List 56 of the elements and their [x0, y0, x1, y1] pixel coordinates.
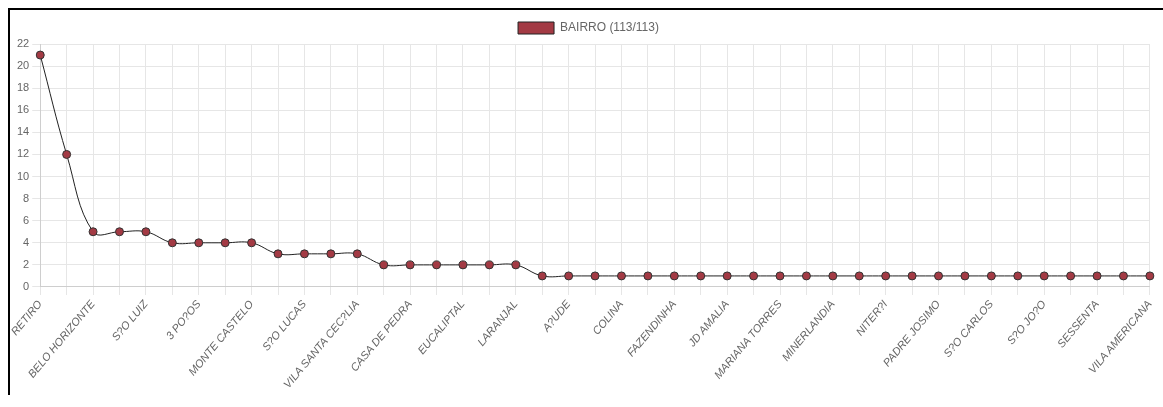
y-tick-label: 16: [16, 103, 30, 116]
y-tick-label: 6: [23, 213, 30, 226]
point: [326, 249, 336, 259]
point: [167, 238, 177, 248]
point: [986, 271, 996, 281]
point: [643, 271, 653, 281]
point: [960, 271, 970, 281]
point: [934, 271, 944, 281]
y-tick-label: 8: [23, 191, 30, 204]
point: [537, 271, 547, 281]
point: [801, 271, 811, 281]
point: [590, 271, 600, 281]
point: [247, 238, 257, 248]
point: [1118, 271, 1128, 281]
point: [458, 260, 468, 270]
point: [696, 271, 706, 281]
y-tick-label: 2: [23, 257, 30, 270]
point: [379, 260, 389, 270]
point: [299, 249, 309, 259]
point: [669, 271, 679, 281]
point: [828, 271, 838, 281]
point: [352, 249, 362, 259]
point: [722, 271, 732, 281]
point: [405, 260, 415, 270]
point: [273, 249, 283, 259]
y-tick-label: 4: [23, 235, 30, 248]
point: [1145, 271, 1155, 281]
point: [881, 271, 891, 281]
point: [62, 149, 72, 159]
point: [1039, 271, 1049, 281]
point: [1092, 271, 1102, 281]
point: [511, 260, 521, 270]
point: [115, 227, 124, 237]
point: [141, 227, 151, 237]
y-tick-label: 22: [16, 37, 30, 50]
point: [616, 271, 626, 281]
point: [854, 271, 864, 281]
point: [1066, 271, 1076, 281]
y-tick-label: 14: [16, 125, 30, 138]
point: [432, 260, 442, 270]
legend-label: BAIRRO (113/113): [560, 20, 659, 35]
point: [775, 271, 785, 281]
y-tick-label: 12: [16, 147, 30, 160]
point: [484, 260, 494, 270]
point: [1013, 271, 1023, 281]
y-tick-label: 20: [16, 59, 30, 72]
y-tick-label: 0: [23, 280, 30, 292]
y-tick-label: 10: [16, 169, 30, 182]
point: [564, 271, 574, 281]
point: [749, 271, 759, 281]
point: [907, 271, 917, 281]
point: [35, 50, 45, 60]
point: [220, 238, 230, 248]
point: [88, 227, 98, 237]
y-tick-label: 18: [16, 81, 30, 94]
point: [194, 238, 204, 248]
